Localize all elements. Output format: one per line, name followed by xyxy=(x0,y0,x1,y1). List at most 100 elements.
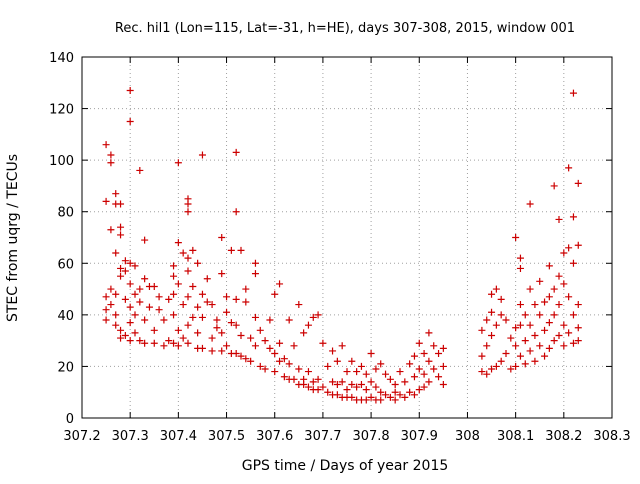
data-point-marker xyxy=(136,285,144,293)
data-point-marker xyxy=(309,313,317,321)
x-tick-label: 307.6 xyxy=(256,429,293,444)
data-point-marker xyxy=(280,373,288,381)
data-point-marker xyxy=(545,344,553,352)
data-point-marker xyxy=(367,378,375,386)
data-point-marker xyxy=(343,386,351,394)
data-point-marker xyxy=(261,365,269,373)
data-point-marker xyxy=(242,298,250,306)
data-point-marker xyxy=(531,357,539,365)
data-point-marker xyxy=(439,380,447,388)
data-point-marker xyxy=(170,262,178,270)
data-point-marker xyxy=(256,326,264,334)
data-point-marker xyxy=(107,226,115,234)
data-point-marker xyxy=(179,301,187,309)
data-point-marker xyxy=(574,179,582,187)
data-point-marker xyxy=(295,365,303,373)
data-point-marker xyxy=(507,365,515,373)
data-point-marker xyxy=(102,197,110,205)
data-point-marker xyxy=(179,249,187,257)
data-point-marker xyxy=(377,388,385,396)
data-point-marker xyxy=(165,295,173,303)
data-point-marker xyxy=(121,295,129,303)
data-point-marker xyxy=(141,275,149,283)
data-point-marker xyxy=(357,380,365,388)
data-point-marker xyxy=(435,373,443,381)
data-point-marker xyxy=(107,159,115,167)
data-point-marker xyxy=(237,246,245,254)
data-point-marker xyxy=(184,254,192,262)
data-point-marker xyxy=(362,386,370,394)
x-tick-label: 307.9 xyxy=(401,429,438,444)
x-tick-label: 307.5 xyxy=(208,429,245,444)
data-point-marker xyxy=(574,324,582,332)
data-point-marker xyxy=(324,388,332,396)
data-point-marker xyxy=(198,313,206,321)
data-point-marker xyxy=(266,316,274,324)
data-point-marker xyxy=(203,275,211,283)
data-point-marker xyxy=(261,337,269,345)
data-point-marker xyxy=(372,383,380,391)
data-point-marker xyxy=(304,321,312,329)
data-point-marker xyxy=(492,321,500,329)
data-point-marker xyxy=(198,151,206,159)
data-point-marker xyxy=(406,388,414,396)
data-point-marker xyxy=(198,344,206,352)
data-point-marker xyxy=(251,270,259,278)
data-point-marker xyxy=(285,316,293,324)
data-point-marker xyxy=(184,208,192,216)
data-point-marker xyxy=(179,334,187,342)
data-point-marker xyxy=(348,393,356,401)
data-point-marker xyxy=(276,357,284,365)
data-point-marker xyxy=(189,282,197,290)
data-point-marker xyxy=(401,393,409,401)
data-point-marker xyxy=(382,391,390,399)
data-point-marker xyxy=(348,380,356,388)
data-point-marker xyxy=(338,378,346,386)
data-point-marker xyxy=(439,362,447,370)
data-point-marker xyxy=(488,308,496,316)
x-tick-label: 307.4 xyxy=(160,429,197,444)
data-point-marker xyxy=(420,383,428,391)
data-point-marker xyxy=(569,311,577,319)
data-point-marker xyxy=(126,319,134,327)
data-point-marker xyxy=(541,326,549,334)
data-point-marker xyxy=(251,342,259,350)
data-point-marker xyxy=(478,326,486,334)
data-point-marker xyxy=(256,362,264,370)
data-point-marker xyxy=(574,301,582,309)
data-point-marker xyxy=(425,378,433,386)
data-point-marker xyxy=(324,362,332,370)
data-point-marker xyxy=(478,352,486,360)
y-tick-label: 140 xyxy=(49,51,74,66)
data-point-marker xyxy=(439,344,447,352)
data-point-marker xyxy=(290,342,298,350)
data-point-marker xyxy=(555,272,563,280)
data-point-marker xyxy=(377,396,385,404)
data-point-marker xyxy=(410,352,418,360)
data-point-marker xyxy=(237,331,245,339)
data-point-marker xyxy=(401,378,409,386)
data-point-marker xyxy=(112,190,120,198)
data-point-marker xyxy=(266,344,274,352)
data-point-marker xyxy=(386,393,394,401)
data-point-marker xyxy=(435,350,443,358)
data-point-marker xyxy=(150,339,158,347)
data-point-marker xyxy=(213,324,221,332)
data-point-marker xyxy=(174,326,182,334)
data-point-marker xyxy=(309,378,317,386)
x-tick-label: 308.2 xyxy=(545,429,582,444)
data-point-marker xyxy=(304,368,312,376)
data-point-marker xyxy=(550,311,558,319)
data-point-marker xyxy=(512,324,520,332)
data-point-marker xyxy=(141,339,149,347)
data-point-marker xyxy=(329,347,337,355)
data-point-marker xyxy=(194,329,202,337)
data-point-marker xyxy=(348,357,356,365)
data-point-marker xyxy=(121,267,129,275)
data-point-marker xyxy=(136,298,144,306)
data-point-marker xyxy=(430,365,438,373)
data-point-marker xyxy=(377,360,385,368)
data-point-marker xyxy=(150,282,158,290)
data-point-marker xyxy=(232,321,240,329)
